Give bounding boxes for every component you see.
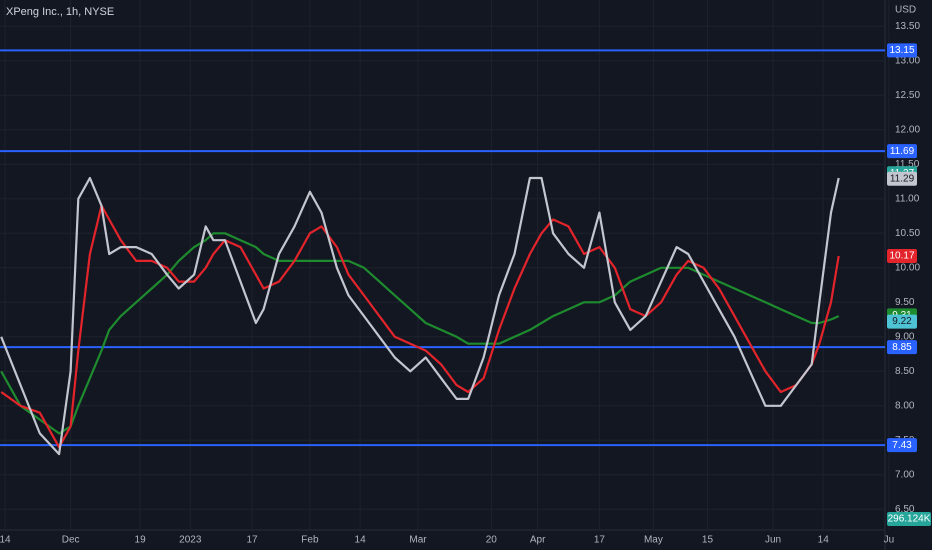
- price-tag-label: 11.29: [890, 173, 915, 184]
- volume-tag-label: 296.124K: [888, 514, 931, 525]
- x-tick-label: Jun: [765, 535, 781, 546]
- grid: [0, 0, 890, 530]
- y-tick-label: 13.50: [895, 21, 920, 32]
- axes: 6.507.007.508.008.509.009.5010.0010.5011…: [0, 21, 931, 546]
- y-tick-label: 12.50: [895, 90, 920, 101]
- y-tick-label: 13.00: [895, 55, 920, 66]
- y-tick-label: 6.50: [895, 504, 915, 515]
- y-tick-label: 10.50: [895, 228, 920, 239]
- level-tag-label: 11.69: [890, 146, 915, 157]
- y-tick-label: 8.00: [895, 400, 915, 411]
- y-tick-label: 9.00: [895, 331, 915, 342]
- level-tag-label: 8.85: [892, 342, 912, 353]
- level-tag: [887, 144, 917, 159]
- x-tick-label: 14: [355, 535, 367, 546]
- price-tag: [887, 171, 917, 186]
- y-tick-label: 7.00: [895, 469, 915, 480]
- x-tick-label: 19: [135, 535, 147, 546]
- y-tick-label: 9.50: [895, 297, 915, 308]
- x-tick-label: 14: [818, 535, 830, 546]
- x-tick-label: 17: [246, 535, 258, 546]
- x-tick-label: 20: [486, 535, 498, 546]
- x-tick-label: May: [644, 535, 663, 546]
- volume-tag: [887, 512, 931, 526]
- level-tag: [887, 438, 917, 453]
- x-tick-label: 15: [702, 535, 714, 546]
- x-tick-label: Ju: [884, 535, 895, 546]
- x-tick-label: 17: [594, 535, 606, 546]
- level-tag-label: 7.43: [892, 440, 912, 451]
- series-line: [0, 176, 840, 456]
- y-axis-label: USD: [895, 5, 916, 16]
- x-tick-label: Mar: [409, 535, 427, 546]
- y-tick-label: 8.50: [895, 366, 915, 377]
- price-tag: [887, 249, 917, 264]
- x-tick-label: Feb: [301, 535, 319, 546]
- y-tick-label: 10.00: [895, 262, 920, 273]
- price-tag-label: 10.17: [889, 251, 914, 262]
- price-tag-label: 9.22: [892, 316, 912, 327]
- series-line: [0, 232, 840, 435]
- x-tick-label: 2023: [179, 535, 202, 546]
- x-tick-label: Apr: [530, 535, 546, 546]
- y-tick-label: 11.00: [895, 193, 920, 204]
- price-tag: [887, 314, 917, 329]
- y-tick-label: 11.50: [895, 159, 920, 170]
- x-tick-label: 14: [0, 535, 11, 546]
- chart-title: XPeng Inc., 1h, NYSE: [6, 6, 114, 18]
- level-tag: [887, 43, 917, 58]
- level-tag: [887, 340, 917, 355]
- level-tag-label: 13.15: [889, 45, 914, 56]
- x-tick-label: Dec: [62, 535, 80, 546]
- series-line: [0, 204, 840, 449]
- y-tick-label: 12.00: [895, 124, 920, 135]
- plot: [0, 49, 885, 456]
